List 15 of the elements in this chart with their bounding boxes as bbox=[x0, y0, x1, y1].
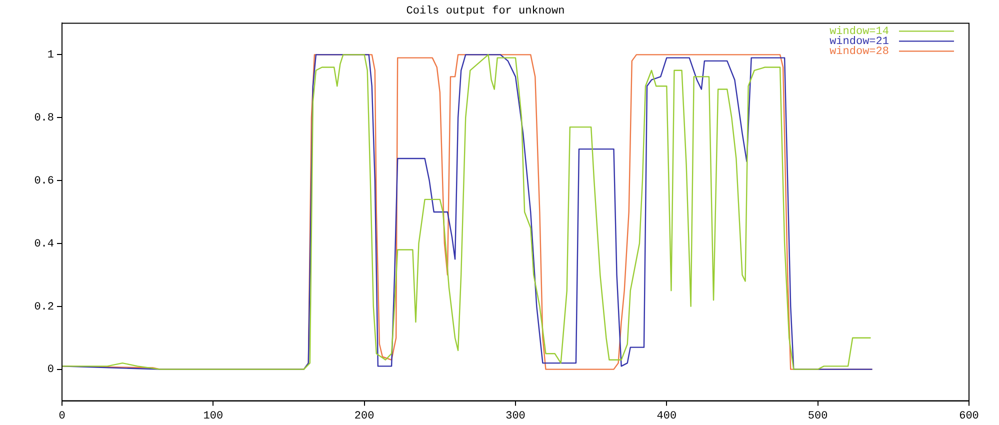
legend-label: window=28 bbox=[830, 46, 889, 58]
x-tick-label: 100 bbox=[203, 410, 224, 422]
chart-title: Coils output for unknown bbox=[406, 6, 565, 18]
x-tick-label: 300 bbox=[506, 410, 526, 422]
y-tick-label: 0.4 bbox=[34, 238, 54, 250]
x-tick-label: 400 bbox=[656, 410, 677, 422]
x-tick-label: 200 bbox=[354, 410, 374, 422]
y-tick-label: 0.8 bbox=[34, 112, 54, 125]
y-tick-label: 0.2 bbox=[34, 301, 54, 314]
y-tick-label: 0 bbox=[47, 364, 54, 376]
y-tick-label: 1 bbox=[47, 50, 54, 62]
x-tick-label: 0 bbox=[58, 410, 66, 422]
y-tick-label: 0.6 bbox=[34, 175, 54, 188]
x-tick-label: 500 bbox=[808, 410, 828, 422]
x-tick-label: 600 bbox=[959, 410, 979, 422]
